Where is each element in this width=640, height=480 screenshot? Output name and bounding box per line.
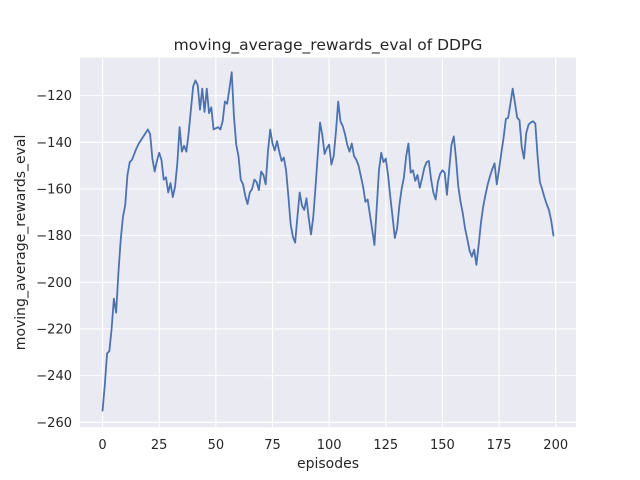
y-tick-label: −180 — [36, 229, 72, 244]
gridlines — [80, 57, 576, 428]
y-tick-labels: −120 −140 −160 −180 −200 −220 −240 −260 — [36, 89, 72, 431]
x-tick-label: 125 — [373, 438, 398, 453]
x-tick-label: 50 — [208, 438, 225, 453]
y-axis-label: moving_average_rewards_eval — [13, 135, 29, 351]
x-tick-label: 200 — [543, 438, 568, 453]
plot-area — [80, 57, 576, 428]
y-tick-label: −120 — [36, 89, 72, 104]
y-tick-label: −240 — [36, 369, 72, 384]
chart-title: moving_average_rewards_eval of DDPG — [174, 36, 483, 55]
y-tick-label: −260 — [36, 416, 72, 431]
y-tick-label: −160 — [36, 182, 72, 197]
x-tick-label: 75 — [264, 438, 281, 453]
data-line-ddpg — [101, 71, 555, 412]
x-tick-label: 100 — [317, 438, 342, 453]
x-axis-label: episodes — [297, 456, 359, 472]
x-tick-label: 175 — [487, 438, 512, 453]
x-tick-labels: 0 25 50 75 100 125 150 175 200 — [98, 438, 568, 453]
y-tick-label: −220 — [36, 322, 72, 337]
x-tick-label: 25 — [151, 438, 168, 453]
y-tick-label: −200 — [36, 276, 72, 291]
x-tick-label: 150 — [430, 438, 455, 453]
x-tick-label: 0 — [98, 438, 106, 453]
y-tick-label: −140 — [36, 136, 72, 151]
